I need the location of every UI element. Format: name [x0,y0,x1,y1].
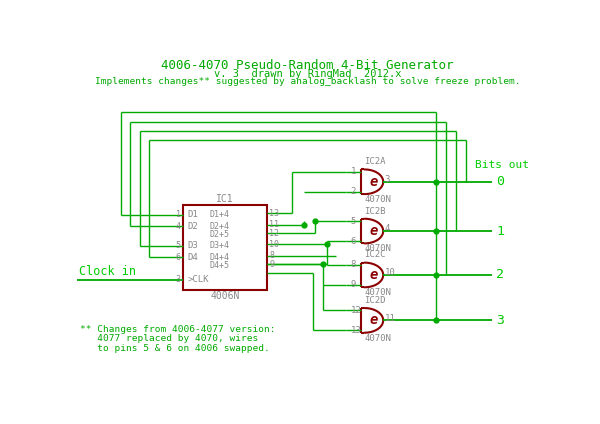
Text: 6: 6 [350,237,356,245]
Text: D2+4: D2+4 [210,222,230,231]
Text: 4: 4 [176,222,181,231]
Text: D1: D1 [187,210,198,219]
Text: D3+4: D3+4 [210,241,230,250]
Text: IC2D: IC2D [364,296,386,305]
Text: Clock in: Clock in [79,265,136,279]
Text: 9: 9 [350,280,356,290]
Text: 12: 12 [269,229,279,238]
Text: 4070N: 4070N [364,334,391,343]
Text: 3: 3 [496,314,504,327]
Text: to pins 5 & 6 on 4006 swapped.: to pins 5 & 6 on 4006 swapped. [80,343,269,353]
Text: 4006-4070 Pseudo-Random 4-Bit Generator: 4006-4070 Pseudo-Random 4-Bit Generator [161,59,454,73]
Text: 5: 5 [350,217,356,226]
Text: 9: 9 [269,259,274,269]
Text: 1: 1 [176,210,181,219]
Text: D1+4: D1+4 [210,210,230,219]
Text: D2: D2 [187,222,198,231]
Text: 4070N: 4070N [364,288,391,297]
Text: 10: 10 [269,240,279,248]
Text: 2: 2 [496,268,504,282]
Text: ** Changes from 4006-4077 version:: ** Changes from 4006-4077 version: [80,325,275,334]
Text: 5: 5 [176,241,181,250]
Text: 13: 13 [350,326,361,335]
Text: D4+4: D4+4 [210,253,230,262]
Text: D2+5: D2+5 [210,230,230,240]
Text: IC1: IC1 [216,195,234,204]
Text: 4077 replaced by 4070, wires: 4077 replaced by 4070, wires [80,335,258,343]
Text: IC2A: IC2A [364,157,386,166]
Text: e: e [370,224,378,238]
Text: 4070N: 4070N [364,244,391,253]
Text: 11: 11 [269,220,279,229]
Text: 8: 8 [269,251,274,260]
Text: D4+5: D4+5 [210,261,230,270]
Text: 10: 10 [385,268,395,277]
Text: v. 3  drawn by RingMad  2012.x: v. 3 drawn by RingMad 2012.x [214,69,401,78]
Text: Implements changes** suggested by analog_backlash to solve freeze problem.: Implements changes** suggested by analog… [95,77,520,86]
Text: 11: 11 [385,314,395,323]
Text: D3: D3 [187,241,198,250]
Text: 4006N: 4006N [211,291,240,301]
Text: 13: 13 [269,209,279,218]
Text: 3: 3 [385,175,390,184]
Text: 4: 4 [385,224,390,233]
Text: D4: D4 [187,253,198,262]
Text: e: e [370,268,378,282]
Text: 4070N: 4070N [364,195,391,204]
Text: 3: 3 [176,275,181,284]
Text: >CLK: >CLK [187,275,209,284]
Text: 8: 8 [350,260,356,269]
Text: IC2B: IC2B [364,206,386,215]
Text: 6: 6 [176,253,181,262]
Text: IC2C: IC2C [364,251,386,259]
Text: 1: 1 [496,225,504,237]
Text: 0: 0 [496,175,504,188]
Text: e: e [370,313,378,327]
Bar [183,205,268,290]
Text: 12: 12 [350,306,361,315]
Text: e: e [370,175,378,189]
Text: 1: 1 [350,167,356,176]
Text: Bits out: Bits out [475,160,529,170]
Text: 2: 2 [350,187,356,196]
